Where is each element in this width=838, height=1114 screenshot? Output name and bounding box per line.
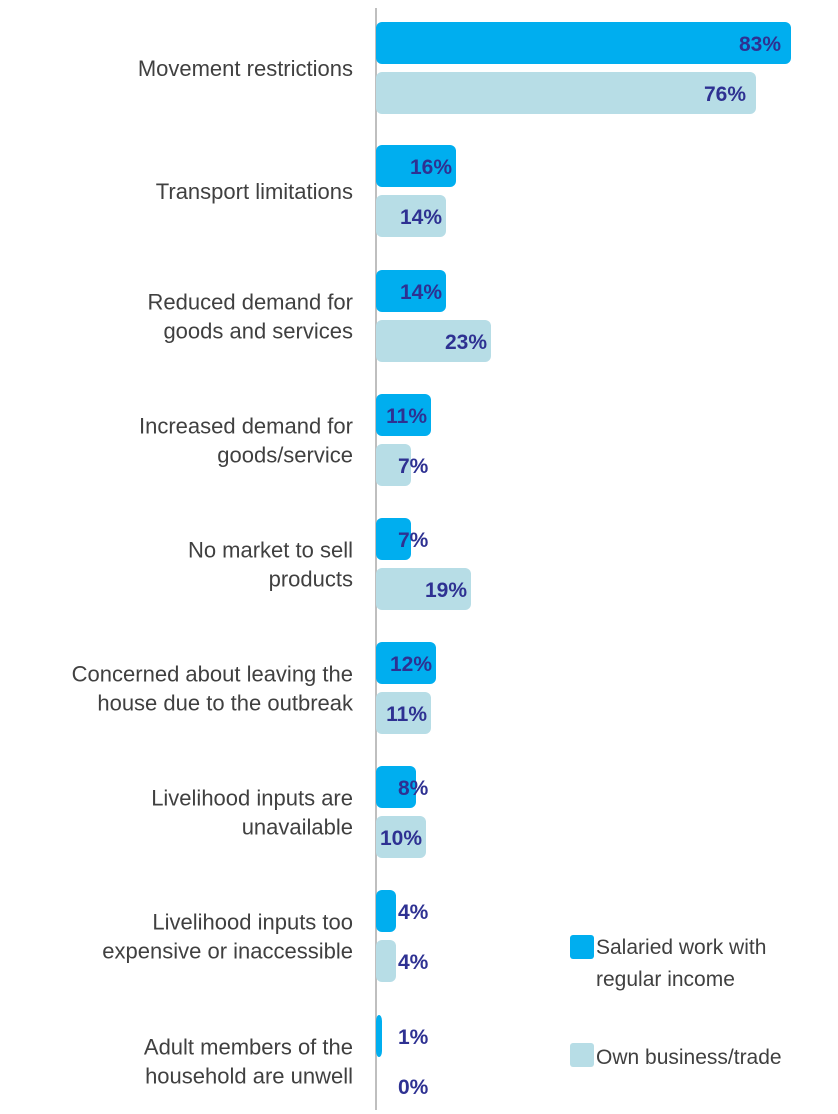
- category-label: Increased demand for: [139, 414, 353, 439]
- category-label: expensive or inaccessible: [102, 939, 353, 964]
- bar-own-business: [376, 72, 756, 114]
- category-label: goods and services: [163, 319, 353, 344]
- bar-salaried: [376, 890, 396, 932]
- bar-salaried: [376, 1015, 382, 1057]
- value-label: 19%: [425, 579, 467, 602]
- value-label: 83%: [739, 33, 781, 56]
- category-label: Reduced demand for: [148, 290, 353, 315]
- category-label: household are unwell: [145, 1064, 353, 1089]
- category-label: Livelihood inputs too: [152, 910, 353, 935]
- category-label: unavailable: [242, 815, 353, 840]
- category-label: Livelihood inputs are: [151, 786, 353, 811]
- value-label: 1%: [398, 1026, 429, 1049]
- category-label: products: [269, 567, 353, 592]
- category-label: Adult members of the: [144, 1035, 353, 1060]
- category-label: goods/service: [217, 443, 353, 468]
- bar-salaried: [376, 766, 416, 808]
- category-label: Transport limitations: [156, 179, 353, 204]
- category-label: No market to sell: [188, 538, 353, 563]
- category-labels: Movement restrictions Transport limitatio…: [72, 56, 354, 1089]
- bars: [376, 22, 791, 1057]
- bar-own-business: [376, 444, 411, 486]
- legend-label: Salaried work with: [596, 936, 766, 959]
- value-label: 23%: [445, 331, 487, 354]
- value-label: 11%: [386, 703, 427, 726]
- bar-salaried: [376, 22, 791, 64]
- bar-salaried: [376, 270, 446, 312]
- category-label: Movement restrictions: [138, 56, 353, 81]
- bar-salaried: [376, 642, 436, 684]
- category-label: Concerned about leaving the: [72, 662, 353, 687]
- value-label: 8%: [398, 777, 429, 800]
- value-label: 12%: [390, 653, 432, 676]
- value-label: 4%: [398, 901, 429, 924]
- bar-salaried: [376, 518, 411, 560]
- value-label: 7%: [398, 529, 429, 552]
- value-label: 11%: [386, 405, 427, 428]
- bar-own-business: [376, 692, 431, 734]
- bar-own-business: [376, 816, 426, 858]
- bar-salaried: [376, 394, 431, 436]
- value-label: 16%: [410, 156, 452, 179]
- legend: Salaried work with regular income Own busi…: [570, 935, 782, 1069]
- legend-swatch: [570, 935, 594, 959]
- legend-swatch: [570, 1043, 594, 1067]
- value-label: 7%: [398, 455, 429, 478]
- legend-label: Own business/trade: [596, 1046, 782, 1069]
- bar-own-business: [376, 568, 471, 610]
- value-label: 14%: [400, 281, 442, 304]
- bar-own-business: [376, 195, 446, 237]
- value-label: 14%: [400, 206, 442, 229]
- value-label: 0%: [398, 1076, 429, 1099]
- value-label: 76%: [704, 83, 746, 106]
- category-label: house due to the outbreak: [97, 691, 354, 716]
- bar-own-business: [376, 940, 396, 982]
- bar-own-business: [376, 320, 491, 362]
- value-label: 4%: [398, 951, 429, 974]
- bar-salaried: [376, 145, 456, 187]
- value-labels: 83% 76% 16% 14% 14% 23% 11% 7% 7% 19% 12% 11% 8% 10% 4…: [380, 33, 781, 1099]
- legend-label: regular income: [596, 968, 735, 991]
- value-label: 10%: [380, 827, 422, 850]
